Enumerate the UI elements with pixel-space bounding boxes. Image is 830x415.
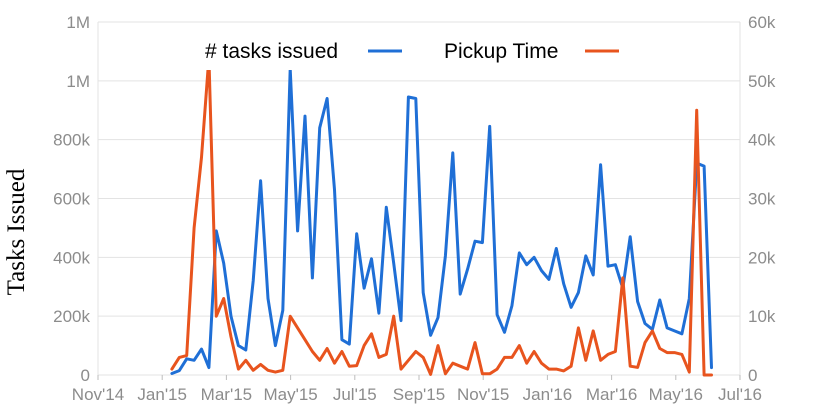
series-lines	[170, 55, 713, 377]
legend-background	[196, 30, 626, 70]
left-y-tick-label: 200k	[53, 307, 90, 326]
series-line-pickup-time	[170, 55, 713, 377]
x-tick-label: Nov'15	[457, 385, 509, 404]
left-y-tick-label: 800k	[53, 131, 90, 150]
x-tick-label: Sep'15	[393, 385, 445, 404]
x-tick-label: Jul'15	[333, 385, 377, 404]
right-y-tick-label: 60k	[748, 13, 776, 32]
x-tick-label: Mar'15	[201, 385, 252, 404]
x-tick-label: Mar'16	[586, 385, 637, 404]
gridlines	[97, 21, 741, 376]
legend-label-tasks-issued: # tasks issued	[205, 40, 338, 63]
x-tick-label: Jan'15	[137, 385, 187, 404]
legend: # tasks issued Pickup Time	[196, 30, 626, 70]
right-y-tick-label: 20k	[748, 248, 776, 267]
right-y-tick-label: 0	[748, 366, 757, 385]
right-y-tick-label: 30k	[748, 190, 776, 209]
right-y-tick-label: 40k	[748, 131, 776, 150]
legend-label-pickup-time: Pickup Time	[444, 40, 558, 63]
left-y-tick-label: 400k	[53, 248, 90, 267]
x-tick-label: Nov'14	[72, 385, 124, 404]
left-y-tick-label: 1M	[66, 72, 90, 91]
left-y-tick-label: 600k	[53, 190, 90, 209]
right-y-axis: 0 10k 20k 30k 40k 50k 60k	[748, 13, 776, 385]
right-y-tick-label: 10k	[748, 307, 776, 326]
y-axis-label: Tasks Issued	[3, 168, 30, 295]
x-tick-label: Jul'16	[718, 385, 762, 404]
x-tick-label: Jan'16	[523, 385, 573, 404]
x-tick-label: May'16	[649, 385, 703, 404]
left-y-tick-label: 1M	[66, 13, 90, 32]
series-line-tasks-issued	[170, 67, 713, 375]
right-y-tick-label: 50k	[748, 72, 776, 91]
x-tick-label: May'15	[263, 385, 317, 404]
left-y-tick-label: 0	[81, 366, 90, 385]
left-y-axis: 0 200k 400k 600k 800k 1M 1M	[53, 13, 90, 385]
x-axis: Nov'14 Jan'15 Mar'15 May'15 Jul'15 Sep'15 Nov'…	[72, 375, 762, 404]
